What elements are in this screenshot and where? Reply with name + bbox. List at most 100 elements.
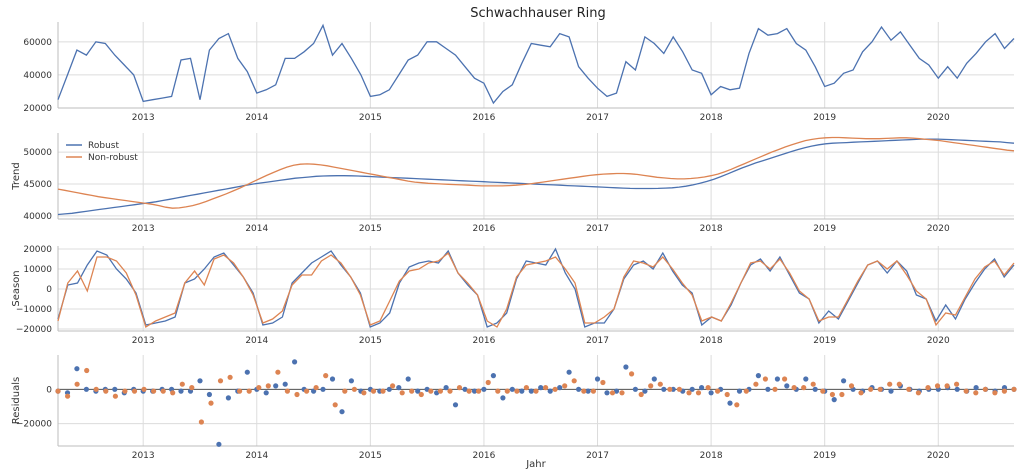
residual-point-nonrobust: [495, 388, 501, 394]
x-tick-label: 2020: [927, 224, 950, 234]
y-tick-label: 40000: [23, 212, 52, 222]
residual-point-nonrobust: [638, 391, 644, 398]
y-tick-label: 20000: [23, 104, 52, 114]
residual-point-robust: [244, 369, 250, 375]
residual-point-nonrobust: [992, 390, 998, 396]
residual-point-robust: [519, 388, 525, 394]
residual-point-nonrobust: [543, 385, 549, 391]
residual-point-nonrobust: [399, 390, 405, 396]
residual-point-nonrobust: [906, 386, 912, 392]
x-tick-label: 2014: [245, 336, 268, 346]
residual-point-robust: [708, 390, 714, 396]
residual-point-nonrobust: [390, 383, 396, 389]
residual-point-nonrobust: [428, 388, 434, 394]
residual-point-nonrobust: [944, 383, 950, 389]
residual-point-nonrobust: [848, 383, 855, 389]
x-tick-label: 2014: [245, 224, 268, 234]
residual-point-robust: [292, 359, 298, 365]
residual-point-nonrobust: [361, 390, 367, 396]
residual-point-robust: [736, 388, 743, 394]
residual-point-nonrobust: [772, 386, 778, 392]
legend-label: Non-robust: [88, 153, 138, 163]
x-tick-label: 2019: [813, 451, 836, 461]
residual-point-nonrobust: [762, 376, 769, 382]
residual-point-nonrobust: [982, 386, 988, 392]
residual-point-nonrobust: [858, 390, 864, 396]
x-tick-label: 2020: [927, 336, 950, 346]
x-tick-label: 2014: [245, 113, 268, 123]
residual-point-nonrobust: [284, 388, 290, 394]
x-tick-label: 2019: [813, 224, 836, 234]
y-axis-label: Residuals: [11, 377, 22, 424]
x-tick-label: 2015: [359, 224, 382, 234]
residual-point-robust: [329, 376, 336, 382]
residual-point-robust: [661, 386, 667, 392]
residual-point-nonrobust: [791, 385, 797, 391]
residual-point-nonrobust: [734, 402, 740, 408]
residual-point-nonrobust: [265, 383, 271, 389]
residual-point-robust: [415, 388, 421, 394]
residual-point-nonrobust: [801, 385, 807, 391]
residual-point-nonrobust: [667, 386, 673, 392]
residual-point-robust: [178, 388, 184, 394]
residual-point-robust: [282, 381, 288, 387]
residual-point-nonrobust: [112, 393, 118, 399]
residual-point-robust: [216, 441, 222, 447]
residual-point-nonrobust: [839, 391, 845, 398]
residual-point-robust: [396, 385, 402, 391]
residual-point-nonrobust: [456, 385, 463, 391]
residual-point-nonrobust: [715, 388, 721, 394]
residual-point-nonrobust: [437, 388, 443, 394]
residual-point-robust: [623, 364, 629, 370]
residual-point-robust: [197, 378, 203, 384]
x-tick-label: 2016: [472, 336, 495, 346]
residual-point-nonrobust: [476, 388, 482, 394]
residual-point-robust: [632, 386, 639, 392]
residual-point-nonrobust: [208, 400, 214, 406]
residual-point-robust: [812, 386, 818, 392]
residual-point-nonrobust: [533, 388, 539, 394]
x-tick-label: 2018: [700, 336, 723, 346]
residual-point-robust: [528, 388, 534, 394]
residual-point-nonrobust: [676, 386, 683, 392]
x-tick-label: 2013: [132, 224, 155, 234]
residual-point-robust: [471, 388, 478, 394]
residual-point-nonrobust: [485, 379, 491, 386]
residual-point-nonrobust: [447, 388, 453, 394]
residual-point-robust: [613, 388, 620, 394]
residual-point-robust: [803, 376, 809, 382]
residual-point-nonrobust: [246, 388, 252, 394]
residual-point-robust: [443, 385, 449, 391]
series-line-nonrobust: [57, 251, 1015, 328]
residual-point-robust: [206, 391, 212, 398]
residual-point-nonrobust: [370, 388, 377, 394]
residual-point-nonrobust: [877, 386, 883, 392]
residual-point-nonrobust: [552, 386, 558, 392]
residual-point-nonrobust: [131, 388, 138, 394]
residual-point-robust: [774, 376, 781, 382]
residual-point-robust: [566, 369, 572, 375]
residual-point-robust: [831, 397, 837, 403]
x-tick-label: 2020: [927, 113, 950, 123]
y-tick-label: 0: [46, 385, 52, 395]
residual-point-robust: [481, 386, 487, 392]
residual-point-nonrobust: [973, 390, 979, 396]
x-tick-label: 2020: [927, 451, 950, 461]
residual-point-nonrobust: [418, 391, 424, 398]
residual-point-nonrobust: [963, 388, 969, 394]
residual-point-nonrobust: [198, 419, 204, 425]
residual-point-nonrobust: [562, 383, 568, 389]
x-tick-label: 2017: [586, 224, 609, 234]
y-tick-label: −20000: [16, 325, 52, 335]
residual-point-nonrobust: [160, 388, 166, 394]
x-tick-label: 2018: [700, 224, 723, 234]
residual-point-robust: [263, 390, 269, 396]
residual-point-nonrobust: [332, 402, 338, 408]
residual-point-nonrobust: [84, 367, 90, 374]
y-tick-label: 40000: [23, 71, 52, 81]
x-tick-label: 2015: [359, 451, 382, 461]
residual-point-robust: [594, 376, 601, 382]
residual-point-nonrobust: [581, 388, 587, 394]
residual-point-nonrobust: [504, 388, 510, 394]
residual-point-nonrobust: [323, 373, 329, 379]
